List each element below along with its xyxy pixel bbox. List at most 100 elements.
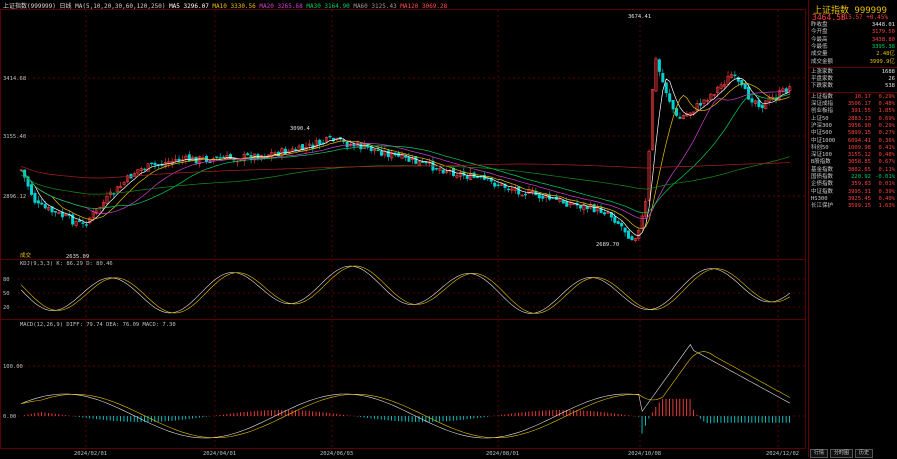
- candle-body: [390, 152, 394, 159]
- quote-row: 沪深300 3956.90 0.29%: [811, 123, 895, 130]
- quote-row-value: 5899.15: [847, 130, 871, 137]
- candle-body: [578, 205, 582, 209]
- ma30-line: [20, 93, 790, 214]
- candle-body: [623, 227, 627, 233]
- candle-body: [283, 148, 287, 155]
- price-tick-label: 3414.68: [3, 76, 26, 82]
- quote-row: 下跌家数 538: [811, 83, 895, 90]
- ma-legend-item: MA120 3069.28: [396, 3, 448, 10]
- candle-body: [661, 73, 665, 83]
- ma20-line: [20, 91, 790, 220]
- quote-row-change: 0.69%: [878, 115, 895, 122]
- candle-body: [558, 198, 562, 202]
- quote-row-change: 0.48%: [878, 152, 895, 159]
- candle-body: [726, 75, 730, 85]
- candle-body: [421, 161, 425, 163]
- quote-row: 上证指数 10.17 0.29%: [811, 94, 895, 101]
- quote-row: 上涨家数 1688: [811, 69, 895, 76]
- candle-body: [376, 149, 380, 152]
- candle-body: [777, 90, 781, 100]
- quote-row-value: 391.55: [851, 108, 871, 115]
- kdj-tick-label: 20: [3, 305, 10, 311]
- candle-body: [733, 74, 737, 77]
- candle-body: [359, 143, 363, 150]
- quote-row-value: 3956.90: [847, 122, 871, 129]
- candle-body: [386, 150, 390, 158]
- candle-body: [407, 156, 411, 162]
- candle-body: [760, 104, 764, 109]
- candle-body: [273, 152, 277, 155]
- macd-tick-label: 100.00: [3, 364, 23, 370]
- quote-row-change: 0.40%: [878, 195, 895, 202]
- candle-body: [403, 155, 407, 158]
- kdj-d-line: [20, 265, 790, 314]
- quote-row-change: 0.39%: [878, 188, 895, 195]
- ma-legend-item: MA(5,10,20,30,60,120,250): [75, 3, 166, 10]
- candle-body: [489, 177, 493, 182]
- quote-row-label: 国债指数: [811, 174, 834, 180]
- quote-row-value: 3179.50: [871, 29, 895, 36]
- candle-body: [767, 97, 771, 103]
- candle-body: [613, 216, 617, 223]
- side-tabs: 行情 分时图 历史: [808, 449, 897, 458]
- candle-body: [414, 156, 418, 164]
- quote-row-change: 0.01%: [878, 181, 895, 188]
- candle-body: [716, 86, 720, 93]
- divider: [809, 91, 897, 93]
- candle-body: [565, 201, 569, 207]
- quote-row-value: 1688: [881, 68, 895, 75]
- candle-body: [167, 161, 171, 164]
- candle-body: [314, 140, 318, 148]
- quote-row-value: 359.83: [851, 181, 871, 188]
- kdj-tick-label: 80: [3, 277, 10, 283]
- quote-row-value: 10.17: [854, 93, 871, 100]
- quote-row-label: 创业板指: [811, 108, 834, 115]
- quote-row-label: 成交量: [811, 51, 828, 58]
- candle-body: [743, 83, 747, 90]
- ma120-line: [21, 162, 790, 179]
- candle-body: [723, 84, 727, 87]
- candle-body: [54, 211, 58, 213]
- ma-legend-item: MA5 3296.07: [165, 3, 209, 10]
- quote-side-panel: 上证指数 999999 3464.58 +15.57 +0.45% 昨收盘 344…: [808, 0, 897, 457]
- candle-body: [719, 84, 723, 89]
- quote-row-label: 深证成指: [811, 101, 834, 107]
- quote-row: 今最高 3438.80: [811, 37, 895, 44]
- quote-row: 国债指数 220.92 -0.01%: [811, 174, 895, 181]
- ma-legend-item: MA60 3125.43: [349, 3, 397, 10]
- main-panel-border: [0, 9, 806, 260]
- candle-body: [606, 212, 610, 214]
- candle-body: [524, 193, 528, 196]
- candle-body: [572, 203, 576, 205]
- candle-body: [712, 94, 716, 96]
- quote-row-label: 上证指数: [811, 93, 834, 100]
- candle-body: [750, 98, 754, 103]
- quote-row: 中证1000 6094.41 0.36%: [811, 138, 895, 145]
- candle-body: [373, 148, 377, 152]
- date-label: 2024/06/03: [320, 451, 353, 457]
- quote-row: 创业板指 391.55 1.85%: [811, 108, 895, 115]
- divider: [809, 66, 897, 68]
- candle-body: [630, 236, 634, 240]
- macd-panel-border: [0, 319, 806, 449]
- candle-body: [740, 79, 744, 86]
- candle-body: [112, 193, 116, 195]
- candle-body: [43, 204, 47, 209]
- quote-row: 平盘家数 26: [811, 76, 895, 83]
- candle-body: [602, 212, 606, 215]
- mid-price-label: 3090.4: [290, 126, 311, 132]
- candle-body: [503, 183, 507, 188]
- kline-chart-area[interactable]: 3414.68 3155.40 2896.12 80 50 20 100.00 0.00 KDJ…: [0, 0, 806, 457]
- price-tick-label: 2896.12: [3, 194, 26, 200]
- kline-chart-svg[interactable]: 3414.68 3155.40 2896.12 80 50 20 100.00 0.00 KDJ…: [0, 0, 806, 457]
- candle-body: [40, 202, 44, 205]
- quote-row-value: 2883.13: [847, 115, 871, 122]
- candle-body: [747, 86, 751, 100]
- candle-body: [434, 168, 438, 170]
- candle-body: [445, 171, 449, 173]
- candle-body: [328, 135, 332, 138]
- candle-body: [136, 169, 140, 174]
- quote-row: 深证100 3155.12 0.48%: [811, 152, 895, 159]
- candle-body: [400, 154, 404, 159]
- quote-row-label: 昨收盘: [811, 22, 828, 28]
